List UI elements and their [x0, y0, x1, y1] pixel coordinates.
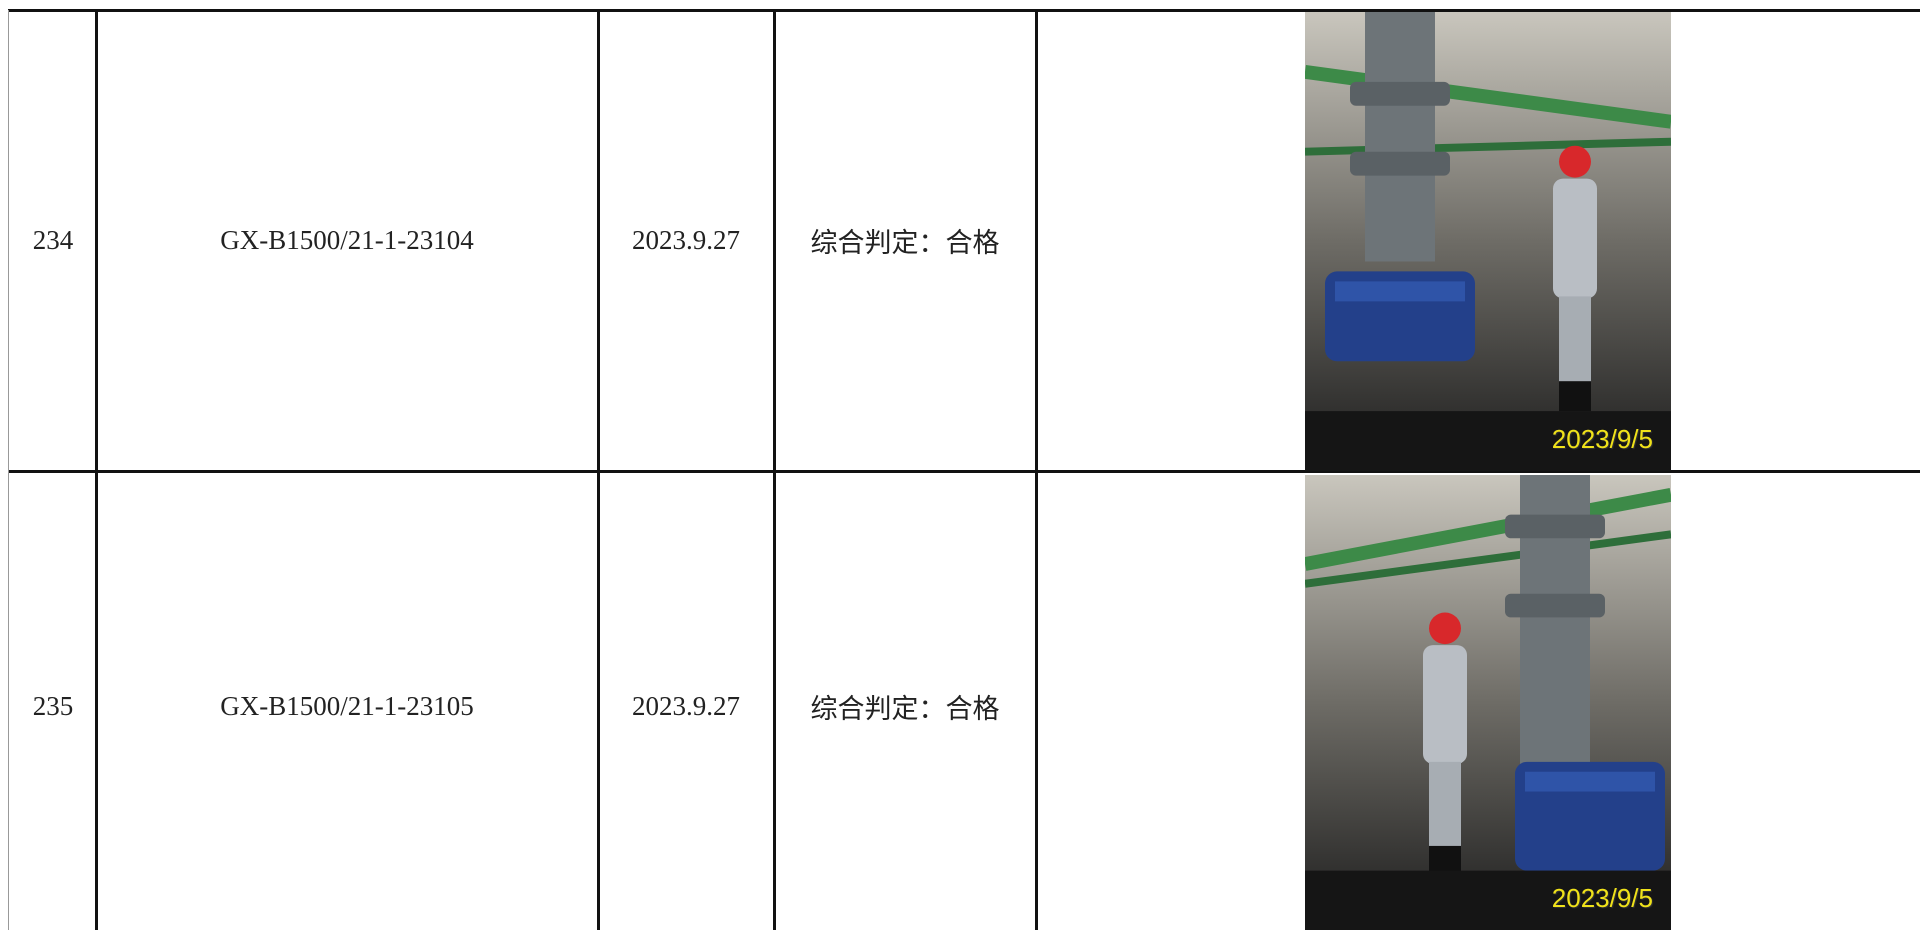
product-code: GX-B1500/21-1-23104 — [220, 225, 474, 255]
site-photo — [1305, 12, 1671, 471]
column-border — [95, 10, 98, 930]
date: 2023.9.27 — [632, 225, 740, 255]
row-number: 235 — [32, 690, 74, 721]
row-border — [8, 470, 1920, 473]
date: 2023.9.27 — [632, 690, 740, 721]
photo-date-stamp: 2023/9/5 — [1551, 883, 1653, 913]
photo-date-stamp: 2023/9/5 — [1551, 424, 1653, 454]
column-border — [8, 10, 9, 930]
photo-frame: 2023/9/5 — [1305, 12, 1671, 471]
result: 综合判定：合格 — [810, 693, 1000, 724]
result: 综合判定：合格 — [810, 228, 1000, 258]
site-photo — [1305, 475, 1671, 930]
column-border — [597, 10, 600, 930]
photo-frame: 2023/9/5 — [1305, 475, 1671, 930]
product-code: GX-B1500/21-1-23105 — [220, 690, 474, 721]
row-border — [8, 9, 1920, 12]
row-number: 234 — [32, 225, 74, 255]
column-border — [773, 10, 776, 930]
column-border — [1035, 10, 1038, 930]
